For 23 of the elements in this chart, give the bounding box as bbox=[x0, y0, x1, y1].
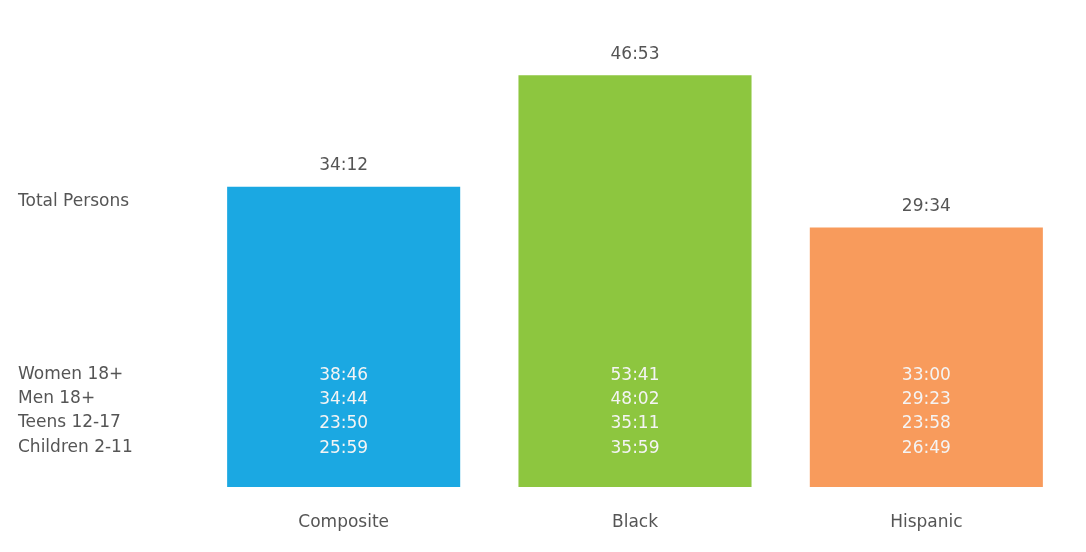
annotation: 29:23 bbox=[901, 388, 951, 408]
text: Total Persons bbox=[17, 190, 130, 211]
x-tick-label: Composite bbox=[298, 510, 390, 531]
data-label: 29:34 bbox=[901, 194, 951, 215]
data-label: 46:53 bbox=[610, 42, 660, 63]
annotation: 35:59 bbox=[610, 437, 660, 457]
data-label: 34:12 bbox=[319, 154, 369, 175]
text: Men 18+ bbox=[18, 386, 96, 407]
annotation: 53:41 bbox=[610, 364, 660, 384]
annotation: 25:59 bbox=[319, 437, 369, 457]
x-tick-label: Hispanic bbox=[890, 510, 963, 531]
x-tick-label: Black bbox=[612, 510, 659, 531]
text: Children 2-11 bbox=[18, 435, 133, 456]
annotation: 35:11 bbox=[610, 412, 660, 432]
annotation: 26:49 bbox=[901, 437, 951, 457]
annotation: 23:50 bbox=[319, 412, 369, 432]
annotation: 23:58 bbox=[901, 412, 951, 432]
annotation: 33:00 bbox=[901, 364, 951, 384]
annotation: 34:44 bbox=[319, 388, 369, 408]
text: Women 18+ bbox=[18, 362, 124, 383]
text: Teens 12-17 bbox=[17, 410, 121, 431]
annotation: 48:02 bbox=[610, 388, 660, 408]
annotation: 38:46 bbox=[319, 364, 369, 384]
